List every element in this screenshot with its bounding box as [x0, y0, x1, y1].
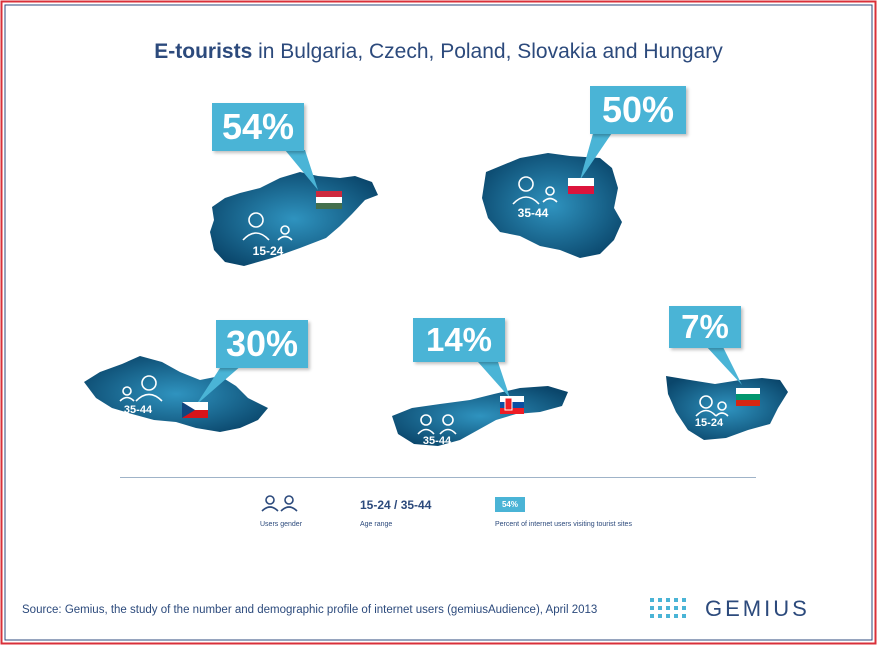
value-label-czech: 30% — [216, 320, 308, 368]
age-label-hungary: 15-24 — [252, 244, 284, 258]
callout-pointer-czech — [196, 365, 242, 405]
map-hungary — [210, 172, 378, 266]
gemius-logo-icon — [650, 598, 686, 618]
legend-pct-label: Percent of internet users visiting touri… — [495, 521, 632, 528]
flag-bulgaria-icon — [736, 388, 760, 406]
user-icons-hungary — [242, 212, 293, 241]
user-icons-czech — [119, 375, 163, 402]
legend-gender-label: Users gender — [260, 521, 303, 528]
map-czech — [84, 356, 268, 432]
brand-logo: GEMIUS — [705, 596, 810, 621]
value-label-bulgaria: 7% — [669, 306, 741, 348]
callout-pointer-slovakia — [478, 362, 510, 398]
callout-pointer-bulgaria — [705, 345, 742, 385]
flag-hungary-icon — [316, 191, 342, 209]
user-icons-bulgaria — [695, 395, 729, 417]
legend-age-label: Age range — [360, 521, 393, 528]
age-label-czech: 35-44 — [123, 404, 153, 416]
legend-gender-icon — [261, 495, 298, 512]
legend-divider — [120, 477, 756, 478]
user-icons-poland — [512, 176, 558, 205]
callout-pointer-poland — [580, 130, 614, 180]
value-label-poland: 50% — [590, 86, 686, 134]
age-label-bulgaria: 15-24 — [694, 417, 724, 429]
user-icons-slovakia — [417, 414, 457, 435]
flag-czech-icon — [182, 402, 208, 418]
age-label-poland: 35-44 — [517, 206, 549, 220]
source-note: Source: Gemius, the study of the number … — [22, 604, 598, 616]
legend-pct-value: 54% — [495, 497, 525, 512]
value-label-hungary: 54% — [212, 103, 304, 151]
legend-age-value: 15-24 / 35-44 — [360, 498, 432, 512]
flag-slovakia-icon — [500, 396, 524, 414]
age-label-slovakia: 35-44 — [422, 435, 452, 447]
map-bulgaria — [666, 376, 788, 440]
value-label-slovakia: 14% — [413, 318, 505, 362]
callout-pointer-hungary — [285, 150, 318, 190]
chart-title: E-tourists in Bulgaria, Czech, Poland, S… — [154, 40, 723, 63]
flag-poland-icon — [568, 178, 594, 194]
